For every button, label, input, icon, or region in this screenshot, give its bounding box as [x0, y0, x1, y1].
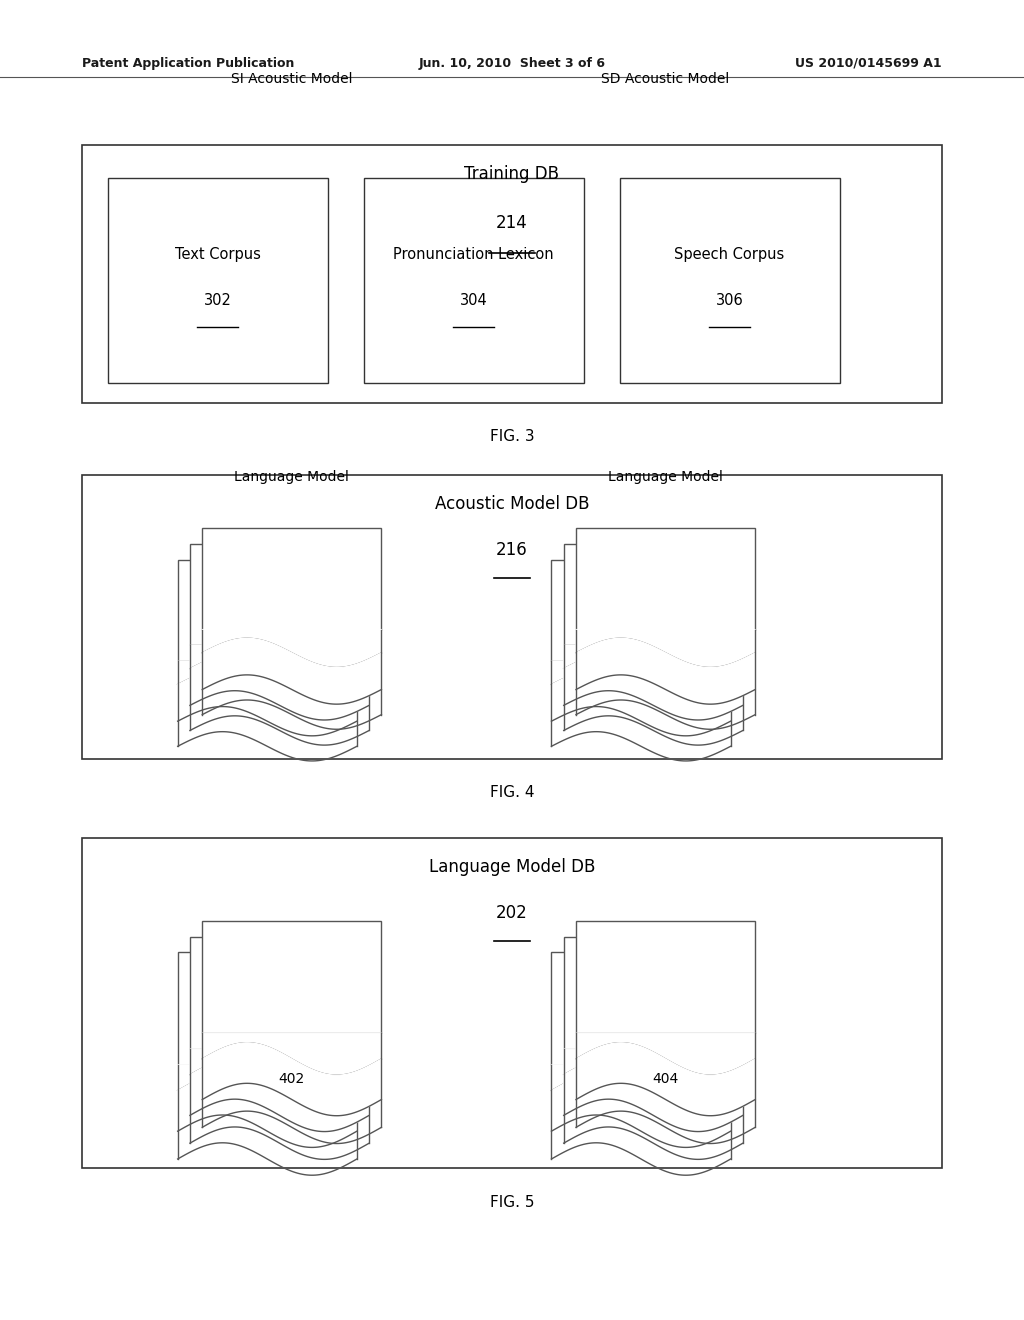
- Text: Training DB: Training DB: [465, 165, 559, 183]
- Text: Language Model DB: Language Model DB: [429, 858, 595, 876]
- Bar: [82, 838, 942, 1168]
- Bar: [202, 528, 381, 630]
- Text: 304: 304: [460, 293, 487, 308]
- Text: SD Acoustic Model: SD Acoustic Model: [601, 71, 730, 86]
- Polygon shape: [563, 1049, 743, 1092]
- Bar: [563, 937, 743, 1049]
- Polygon shape: [563, 1059, 743, 1131]
- Text: FIG. 3: FIG. 3: [489, 429, 535, 444]
- Bar: [563, 544, 743, 645]
- Text: 302: 302: [204, 293, 231, 308]
- Bar: [620, 178, 840, 383]
- Bar: [190, 937, 369, 1049]
- Text: Patent Application Publication: Patent Application Publication: [82, 57, 294, 70]
- Polygon shape: [577, 630, 756, 668]
- Bar: [577, 528, 756, 630]
- Text: US 2010/0145699 A1: US 2010/0145699 A1: [796, 57, 942, 70]
- Polygon shape: [552, 661, 731, 700]
- Polygon shape: [177, 661, 356, 700]
- Polygon shape: [202, 630, 381, 668]
- Text: Pronunciation Lexicon: Pronunciation Lexicon: [393, 247, 554, 261]
- Polygon shape: [552, 1065, 731, 1107]
- Text: SI Acoustic Model: SI Acoustic Model: [231, 71, 352, 86]
- Text: FIG. 4: FIG. 4: [489, 785, 535, 800]
- Text: Speech Corpus: Speech Corpus: [675, 247, 784, 261]
- Bar: [177, 953, 356, 1065]
- Text: 214: 214: [496, 214, 528, 232]
- Text: 402: 402: [279, 1072, 305, 1086]
- Polygon shape: [177, 1065, 356, 1107]
- Bar: [82, 475, 942, 759]
- Polygon shape: [563, 655, 743, 719]
- Bar: [202, 921, 381, 1034]
- Text: 216: 216: [496, 541, 528, 560]
- Polygon shape: [577, 1034, 756, 1076]
- Text: 404: 404: [652, 1072, 679, 1086]
- Polygon shape: [577, 639, 756, 704]
- Polygon shape: [552, 1074, 731, 1147]
- Polygon shape: [563, 645, 743, 684]
- Bar: [82, 145, 942, 403]
- Polygon shape: [177, 1074, 356, 1147]
- Bar: [552, 560, 731, 661]
- Polygon shape: [177, 671, 356, 735]
- Polygon shape: [190, 645, 369, 684]
- Bar: [190, 544, 369, 645]
- Text: Language Model: Language Model: [234, 470, 349, 484]
- Text: Text Corpus: Text Corpus: [175, 247, 260, 261]
- Polygon shape: [577, 1043, 756, 1115]
- Bar: [108, 178, 328, 383]
- Text: FIG. 5: FIG. 5: [489, 1195, 535, 1209]
- Bar: [552, 953, 731, 1065]
- Polygon shape: [190, 655, 369, 719]
- Polygon shape: [202, 1043, 381, 1115]
- Polygon shape: [552, 671, 731, 735]
- Bar: [177, 560, 356, 661]
- Bar: [577, 921, 756, 1034]
- Polygon shape: [202, 639, 381, 704]
- Polygon shape: [190, 1049, 369, 1092]
- Text: Language Model: Language Model: [608, 470, 723, 484]
- Polygon shape: [190, 1059, 369, 1131]
- Polygon shape: [202, 1034, 381, 1076]
- Text: Jun. 10, 2010  Sheet 3 of 6: Jun. 10, 2010 Sheet 3 of 6: [419, 57, 605, 70]
- Text: 306: 306: [716, 293, 743, 308]
- Bar: [364, 178, 584, 383]
- Text: Acoustic Model DB: Acoustic Model DB: [435, 495, 589, 513]
- Text: 202: 202: [496, 904, 528, 923]
